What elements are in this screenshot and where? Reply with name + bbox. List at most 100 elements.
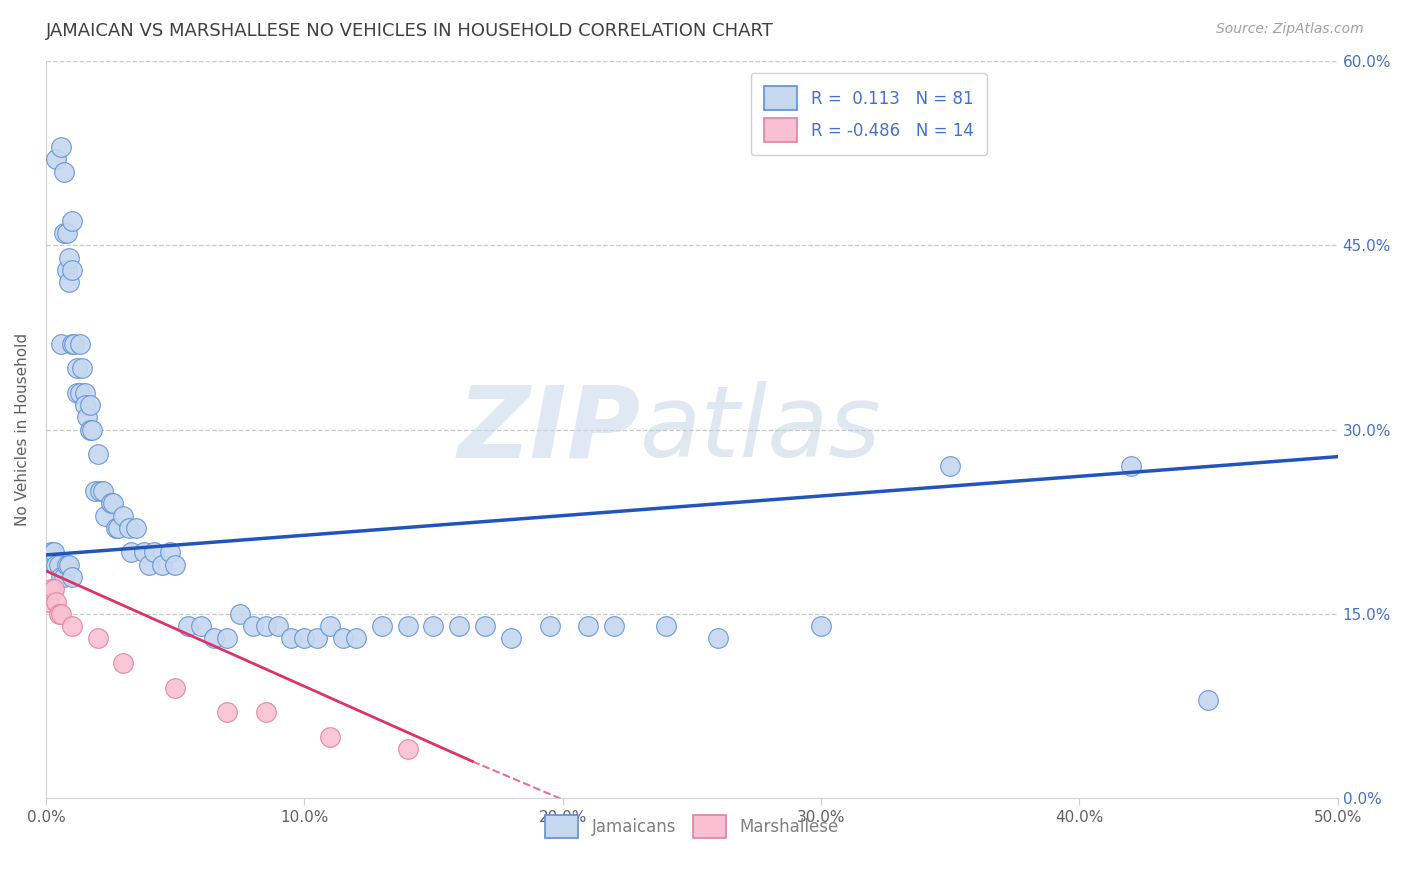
Point — [120, 545, 142, 559]
Point — [319, 619, 342, 633]
Point — [939, 459, 962, 474]
Point — [60, 263, 83, 277]
Point — [538, 619, 561, 633]
Legend: Jamaicans, Marshallese: Jamaicans, Marshallese — [538, 808, 845, 845]
Point — [51, 570, 73, 584]
Point — [578, 619, 600, 633]
Point — [39, 545, 62, 559]
Point — [655, 619, 678, 633]
Point — [202, 632, 225, 646]
Point — [134, 545, 156, 559]
Point — [107, 521, 129, 535]
Point — [474, 619, 496, 633]
Point — [228, 607, 250, 621]
Point — [86, 447, 108, 461]
Point — [159, 545, 181, 559]
Point — [112, 656, 135, 670]
Point — [42, 545, 65, 559]
Point — [1198, 693, 1220, 707]
Point — [89, 484, 111, 499]
Point — [242, 619, 264, 633]
Point — [190, 619, 212, 633]
Point — [603, 619, 626, 633]
Point — [165, 681, 187, 695]
Point — [82, 423, 104, 437]
Text: ZIP: ZIP — [457, 381, 640, 478]
Point — [499, 632, 522, 646]
Point — [165, 558, 187, 572]
Point — [58, 251, 80, 265]
Point — [45, 558, 67, 572]
Point — [125, 521, 148, 535]
Point — [332, 632, 354, 646]
Point — [254, 619, 277, 633]
Point — [53, 226, 76, 240]
Point — [42, 582, 65, 597]
Point — [422, 619, 444, 633]
Point — [79, 423, 101, 437]
Point — [69, 336, 91, 351]
Point — [100, 496, 122, 510]
Point — [449, 619, 471, 633]
Point — [177, 619, 200, 633]
Point — [101, 496, 124, 510]
Point — [215, 632, 238, 646]
Point — [58, 275, 80, 289]
Point — [55, 558, 77, 572]
Text: JAMAICAN VS MARSHALLESE NO VEHICLES IN HOUSEHOLD CORRELATION CHART: JAMAICAN VS MARSHALLESE NO VEHICLES IN H… — [46, 22, 775, 40]
Point — [810, 619, 832, 633]
Point — [86, 632, 108, 646]
Point — [39, 582, 62, 597]
Y-axis label: No Vehicles in Household: No Vehicles in Household — [15, 333, 30, 526]
Point — [60, 570, 83, 584]
Point — [76, 410, 98, 425]
Point — [53, 164, 76, 178]
Point — [55, 226, 77, 240]
Point — [706, 632, 728, 646]
Point — [55, 263, 77, 277]
Point — [280, 632, 302, 646]
Point — [138, 558, 160, 572]
Point — [66, 361, 89, 376]
Point — [254, 705, 277, 719]
Point — [66, 385, 89, 400]
Point — [38, 594, 60, 608]
Point — [94, 508, 117, 523]
Point — [267, 619, 290, 633]
Point — [307, 632, 329, 646]
Point — [60, 619, 83, 633]
Point — [63, 336, 86, 351]
Point — [45, 594, 67, 608]
Point — [79, 398, 101, 412]
Point — [396, 619, 419, 633]
Point — [53, 570, 76, 584]
Point — [117, 521, 139, 535]
Point — [91, 484, 114, 499]
Point — [58, 558, 80, 572]
Point — [60, 214, 83, 228]
Point — [143, 545, 166, 559]
Point — [150, 558, 173, 572]
Point — [396, 742, 419, 756]
Point — [104, 521, 127, 535]
Point — [51, 607, 73, 621]
Point — [215, 705, 238, 719]
Point — [319, 730, 342, 744]
Point — [70, 361, 93, 376]
Point — [69, 385, 91, 400]
Text: Source: ZipAtlas.com: Source: ZipAtlas.com — [1216, 22, 1364, 37]
Point — [292, 632, 315, 646]
Point — [51, 336, 73, 351]
Point — [60, 336, 83, 351]
Point — [73, 385, 96, 400]
Point — [112, 508, 135, 523]
Point — [371, 619, 394, 633]
Point — [48, 558, 70, 572]
Text: atlas: atlas — [640, 381, 882, 478]
Point — [84, 484, 107, 499]
Point — [51, 140, 73, 154]
Point — [48, 607, 70, 621]
Point — [73, 398, 96, 412]
Point — [45, 153, 67, 167]
Point — [1119, 459, 1142, 474]
